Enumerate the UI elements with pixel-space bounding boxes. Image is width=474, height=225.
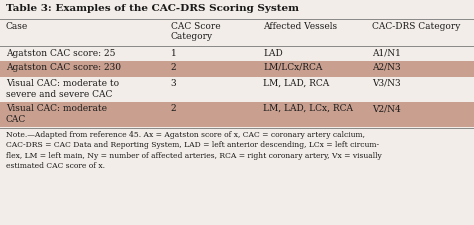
Text: Visual CAC: moderate to
severe and severe CAC: Visual CAC: moderate to severe and sever… (6, 79, 119, 99)
Text: 2: 2 (171, 63, 176, 72)
Text: V2/N4: V2/N4 (372, 104, 401, 113)
Text: A2/N3: A2/N3 (372, 63, 401, 72)
Text: LM, LAD, RCA: LM, LAD, RCA (263, 79, 329, 88)
Text: CAC Score
Category: CAC Score Category (171, 22, 220, 41)
Text: Agatston CAC score: 25: Agatston CAC score: 25 (6, 49, 115, 58)
Text: LM, LAD, LCx, RCA: LM, LAD, LCx, RCA (263, 104, 353, 113)
Text: Visual CAC: moderate
CAC: Visual CAC: moderate CAC (6, 104, 107, 124)
Bar (0, 61, 474, 77)
Text: Note.—Adapted from reference 45. Ax = Agatston score of x, CAC = coronary artery: Note.—Adapted from reference 45. Ax = Ag… (6, 131, 382, 170)
Text: Table 3: Examples of the CAC-DRS Scoring System: Table 3: Examples of the CAC-DRS Scoring… (6, 4, 299, 13)
Text: V3/N3: V3/N3 (372, 79, 401, 88)
Text: LAD: LAD (263, 49, 283, 58)
Text: 3: 3 (171, 79, 176, 88)
Text: LM/LCx/RCA: LM/LCx/RCA (263, 63, 322, 72)
Text: Affected Vessels: Affected Vessels (263, 22, 337, 31)
Text: CAC-DRS Category: CAC-DRS Category (372, 22, 460, 31)
Text: 2: 2 (171, 104, 176, 113)
Text: Case: Case (6, 22, 28, 31)
Text: Agatston CAC score: 230: Agatston CAC score: 230 (6, 63, 121, 72)
Text: 1: 1 (171, 49, 176, 58)
Bar (0, 102, 474, 127)
Text: A1/N1: A1/N1 (372, 49, 401, 58)
